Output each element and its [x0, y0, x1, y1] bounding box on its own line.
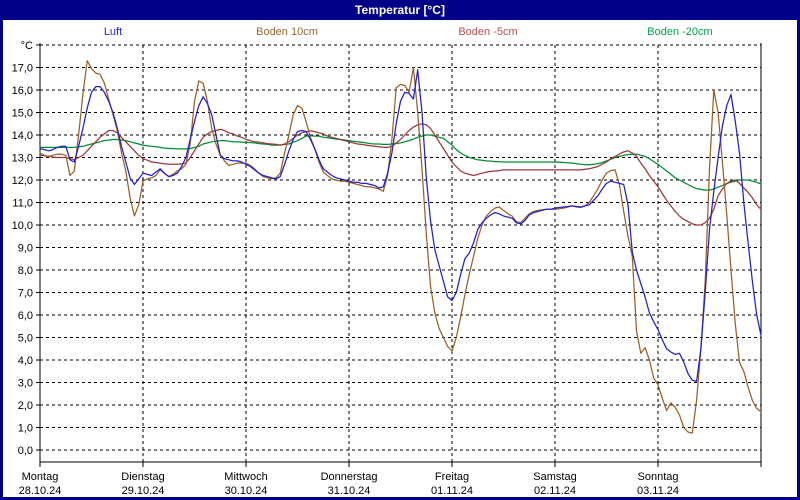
y-tick-label: 4,0 — [18, 355, 33, 367]
y-tick-label: 11,0 — [12, 198, 33, 210]
y-tick-label: 13,0 — [12, 153, 33, 165]
y-tick-label: 0,0 — [18, 445, 33, 457]
y-axis-unit: °C — [21, 40, 33, 52]
day-date-label: 29.10.24 — [122, 485, 165, 497]
series-curve-luft — [39, 69, 762, 383]
x-axis-labels: Montag 28.10.24 Dienstag 29.10.24 Mittwoch 30… — [19, 471, 679, 497]
legend-boden-5cm: Boden -5cm — [458, 26, 517, 38]
y-tick-label: 17,0 — [12, 63, 33, 75]
y-axis-labels: °C 17,0 16,0 15,0 14,0 13,0 12,0 11,0 10,0 9,0 8,0… — [12, 40, 33, 457]
y-tick-label: 7,0 — [18, 288, 33, 300]
day-name-label: Freitag — [435, 471, 469, 483]
y-tick-label: 16,0 — [12, 85, 33, 97]
day-name-label: Mittwoch — [224, 471, 267, 483]
day-name-label: Dienstag — [121, 471, 164, 483]
y-tick-label: 8,0 — [18, 265, 33, 277]
y-tick-label: 9,0 — [18, 243, 33, 255]
y-tick-label: 12,0 — [12, 175, 33, 187]
y-tick-label: 3,0 — [18, 378, 33, 390]
legend-boden-10cm: Boden 10cm — [256, 26, 318, 38]
y-tick-label: 15,0 — [12, 108, 33, 120]
chart-legend: Luft Boden 10cm Boden -5cm Boden -20cm — [104, 26, 713, 38]
series-curve-boden--20cm — [39, 134, 762, 191]
y-tick-label: 14,0 — [12, 130, 33, 142]
day-name-label: Sonntag — [638, 471, 679, 483]
horizontal-gridlines — [40, 44, 761, 451]
vertical-gridlines — [142, 45, 659, 462]
day-date-label: 30.10.24 — [225, 485, 268, 497]
y-tick-label: 10,0 — [12, 220, 33, 232]
data-curves — [39, 60, 762, 434]
y-tick-label: 1,0 — [18, 423, 33, 435]
day-name-label: Montag — [22, 471, 59, 483]
day-date-label: 03.11.24 — [637, 485, 679, 497]
y-tick-label: 2,0 — [18, 400, 33, 412]
day-date-label: 28.10.24 — [19, 485, 62, 497]
legend-luft: Luft — [104, 26, 122, 38]
day-date-label: 01.11.24 — [431, 485, 473, 497]
plot-frame — [36, 43, 762, 467]
window-title: Temperatur [°C] — [355, 3, 445, 17]
title-bar: Temperatur [°C] — [0, 0, 800, 20]
legend-boden-20cm: Boden -20cm — [647, 26, 712, 38]
day-name-label: Donnerstag — [321, 471, 378, 483]
series-curve-boden-10cm — [39, 60, 762, 434]
series-curve-boden--5cm — [39, 123, 762, 226]
chart-background — [3, 20, 797, 497]
day-date-label: 31.10.24 — [328, 485, 371, 497]
y-tick-label: 5,0 — [18, 333, 33, 345]
day-date-label: 02.11.24 — [534, 485, 576, 497]
day-name-label: Samstag — [533, 471, 576, 483]
y-tick-label: 6,0 — [18, 310, 33, 322]
